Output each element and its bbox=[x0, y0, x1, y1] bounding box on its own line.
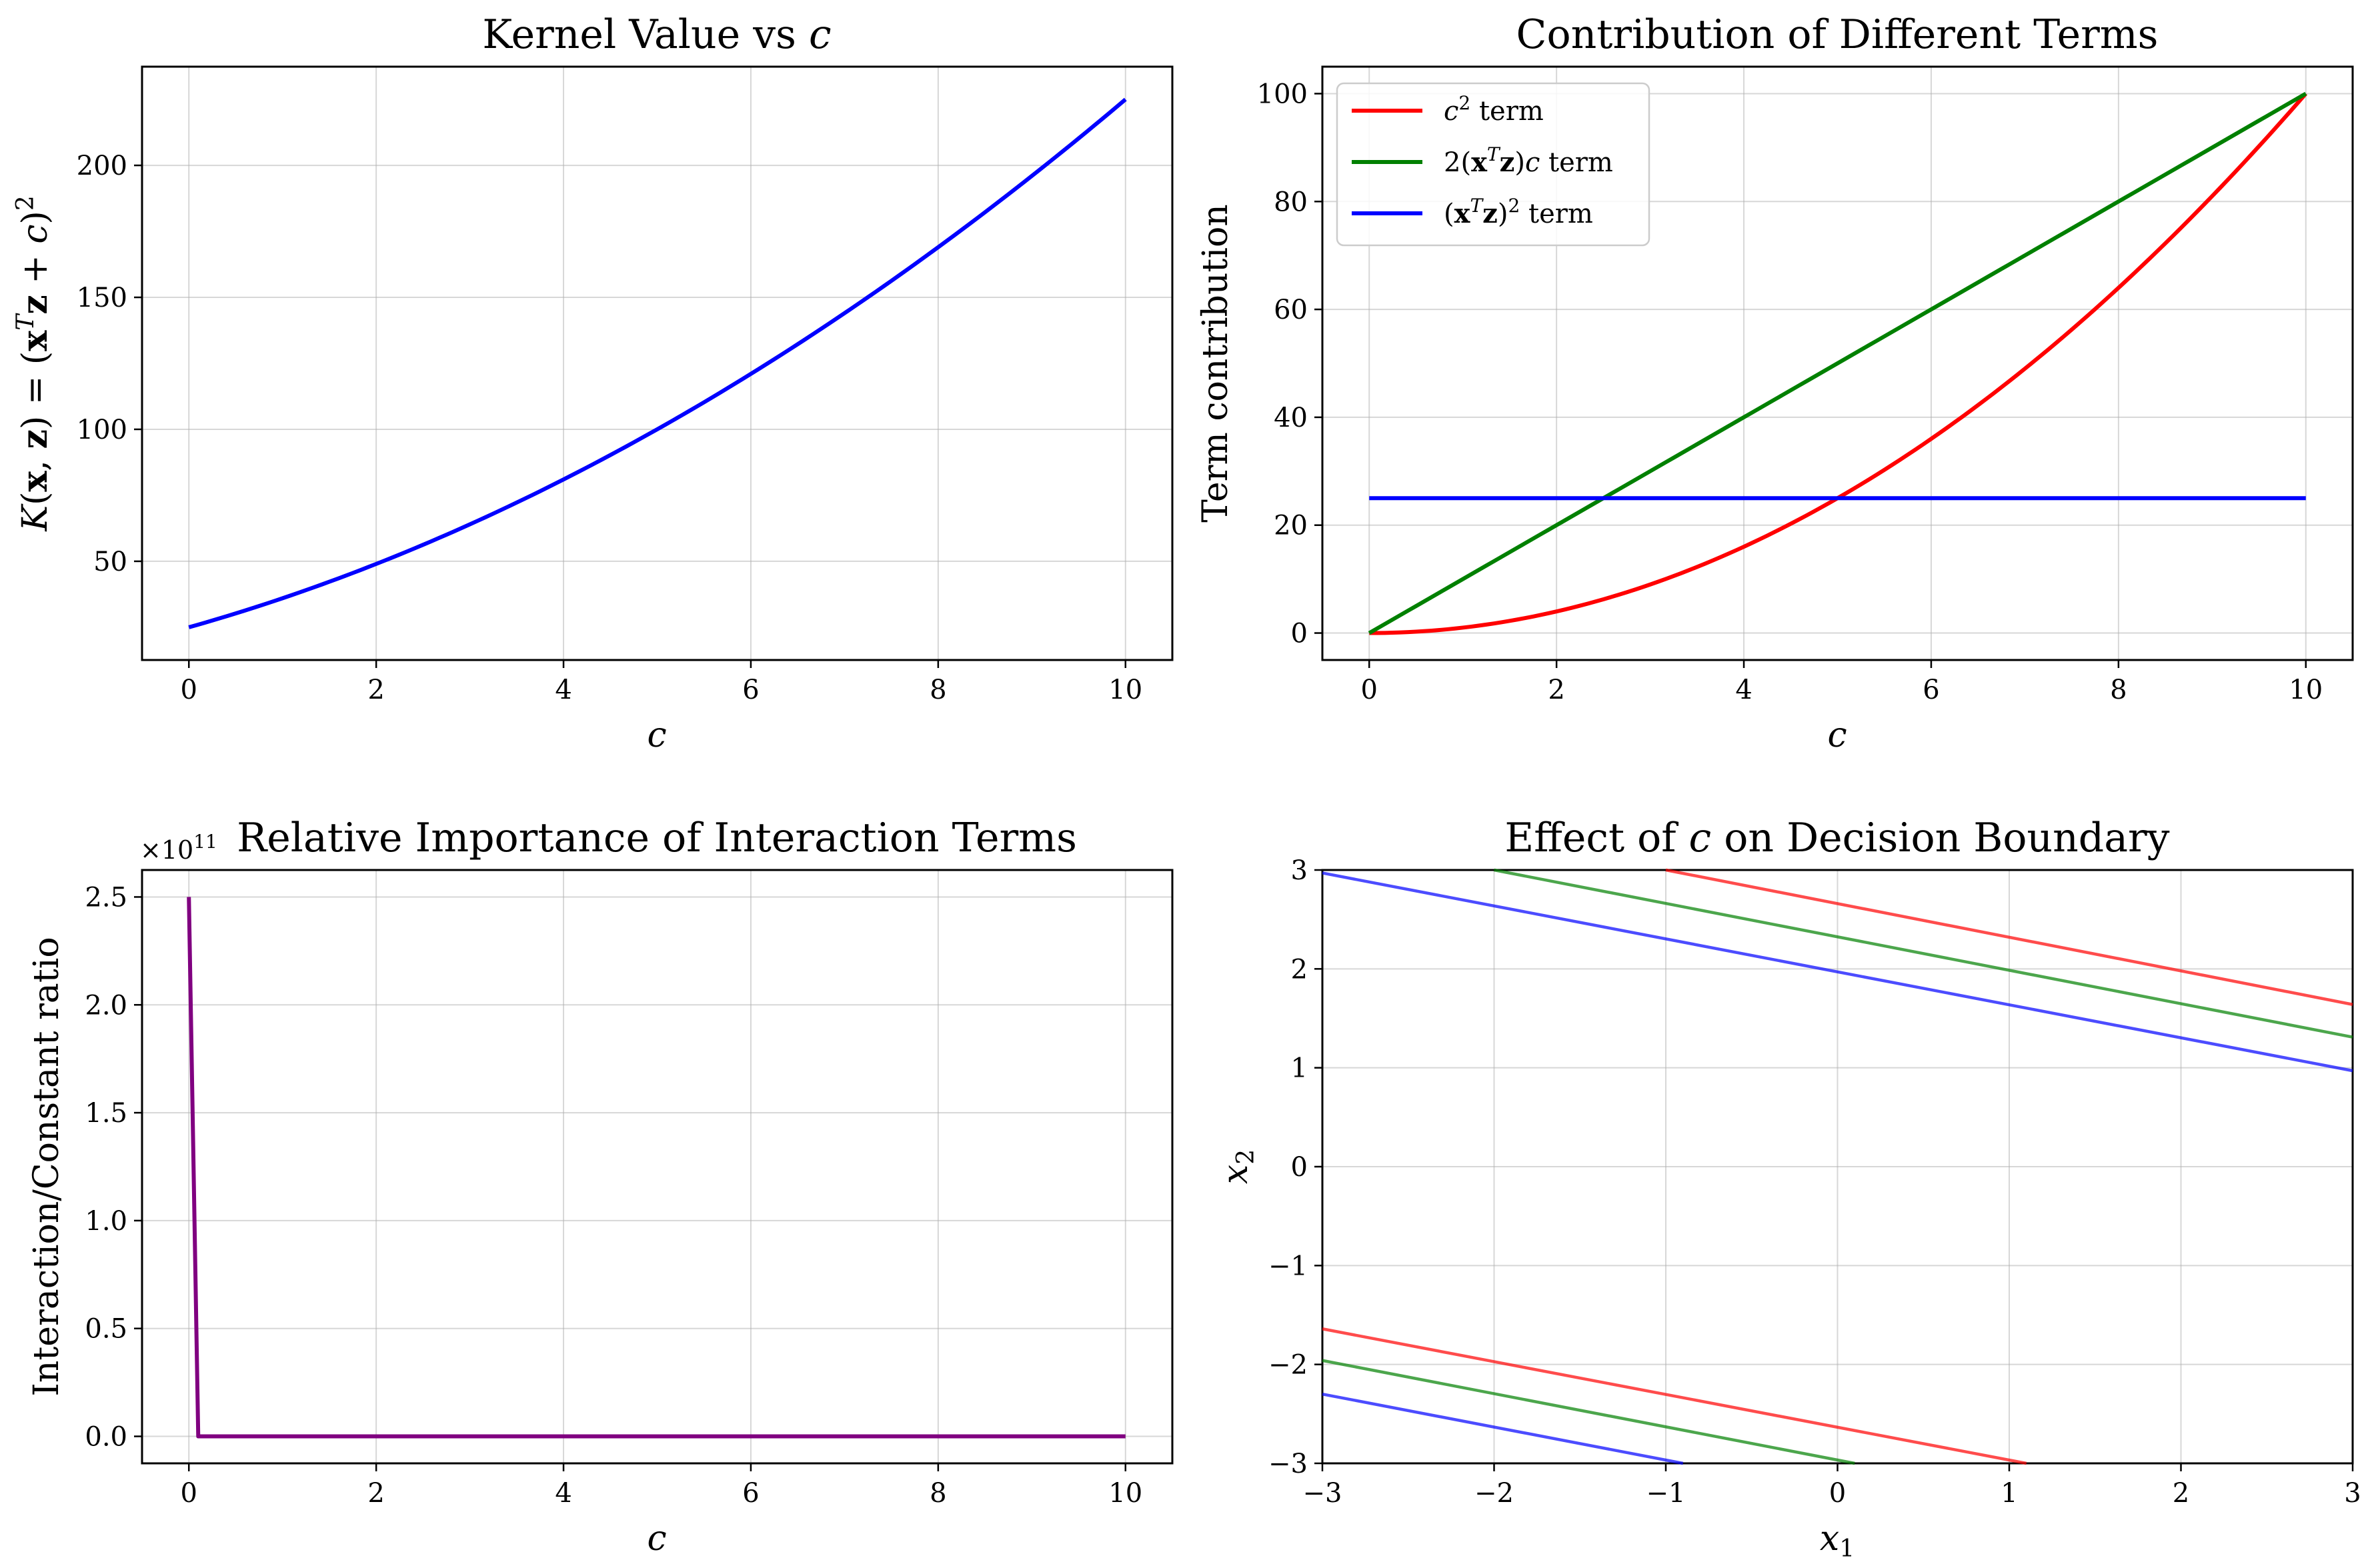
y-tick-label: 0.5 bbox=[85, 1314, 127, 1345]
axis-ticks: −3 −2 −1 0 1 2 3 −3 −2 −1 0 1 2 3 bbox=[1268, 855, 2361, 1509]
series-lines bbox=[187, 897, 1126, 1439]
series-line-1 bbox=[187, 897, 1126, 1439]
legend-label-c2: c2 term bbox=[1444, 92, 1544, 127]
legend-label-const: (xTz)2 term bbox=[1444, 195, 1593, 229]
y-tick-label: 2.0 bbox=[85, 990, 127, 1021]
plot-title: Relative Importance of Interaction Terms bbox=[237, 815, 1077, 861]
plot-frame bbox=[141, 869, 1174, 1465]
series-lines bbox=[1368, 91, 2308, 635]
x-tick-label: 8 bbox=[930, 1478, 946, 1509]
x-tick-label: 2 bbox=[367, 675, 384, 705]
legend-label-cross: 2(xTz)c term bbox=[1444, 143, 1613, 178]
legend: c2 term 2(xTz)c term (xTz)2 term bbox=[1336, 82, 1650, 247]
series-lines bbox=[188, 97, 1127, 629]
y-axis-label: x2 bbox=[1216, 1149, 1260, 1184]
y-tick-label: 80 bbox=[1274, 187, 1308, 217]
axis-ticks: 0 2 4 6 8 10 0.0 0.5 1.0 1.5 2.0 2.5 bbox=[85, 882, 1142, 1509]
x-tick-label: 0 bbox=[181, 675, 197, 705]
gridlines bbox=[1322, 869, 2353, 1464]
x-tick-label: 6 bbox=[1923, 675, 1939, 705]
series-line-2 bbox=[1322, 1327, 2027, 1465]
x-tick-label: 2 bbox=[1548, 675, 1564, 705]
axis-ticks: 0 2 4 6 8 10 50 100 150 200 bbox=[77, 151, 1143, 705]
x-tick-label: 0 bbox=[181, 1478, 197, 1509]
y-tick-label: 0.0 bbox=[85, 1422, 127, 1453]
y-tick-label: 50 bbox=[93, 547, 127, 577]
plot-title: Effect of c on Decision Boundary bbox=[1504, 815, 2169, 861]
plot-frame bbox=[1321, 65, 2354, 661]
kernel-value-plot: 0 2 4 6 8 10 50 100 150 200 Kernel Value vs c c K… bbox=[12, 11, 1174, 755]
legend-frame bbox=[1336, 82, 1650, 247]
x-tick-label: 6 bbox=[742, 1478, 759, 1509]
x-tick-label: 8 bbox=[2110, 675, 2127, 705]
y-tick-label: −1 bbox=[1268, 1251, 1308, 1281]
x-axis-label: c bbox=[647, 715, 666, 755]
y-tick-label: 200 bbox=[77, 151, 127, 181]
x-tick-label: 2 bbox=[367, 1478, 384, 1509]
x-tick-label: 10 bbox=[1108, 675, 1142, 705]
plot-title: Contribution of Different Terms bbox=[1516, 11, 2159, 58]
series-line-6 bbox=[1322, 1392, 1684, 1465]
decision-boundary-plot: −3 −2 −1 0 1 2 3 −3 −2 −1 0 1 2 3 Effect of c on Deci… bbox=[1216, 815, 2361, 1563]
x-tick-label: 0 bbox=[1361, 675, 1378, 705]
y-tick-label: 1.0 bbox=[85, 1206, 127, 1237]
y-tick-label: 100 bbox=[77, 415, 127, 445]
gridlines bbox=[142, 67, 1172, 660]
plot-title: Kernel Value vs c bbox=[482, 11, 831, 58]
y-axis-offset-text: ×1011 bbox=[140, 831, 217, 865]
series-line-2-x-z-c-term bbox=[1368, 91, 2307, 635]
x-tick-label: 10 bbox=[1108, 1478, 1142, 1509]
y-tick-label: 40 bbox=[1274, 403, 1308, 433]
y-tick-label: −2 bbox=[1268, 1350, 1308, 1381]
x-axis-label: x1 bbox=[1820, 1519, 1855, 1563]
y-tick-label: 150 bbox=[77, 283, 127, 313]
y-tick-label: −3 bbox=[1268, 1449, 1308, 1479]
series-line-3 bbox=[1494, 868, 2353, 1039]
x-tick-label: 3 bbox=[2344, 1478, 2361, 1509]
y-tick-label: 20 bbox=[1274, 511, 1308, 541]
relative-importance-plot: 0 2 4 6 8 10 0.0 0.5 1.0 1.5 2.0 2.5 Relative Impor… bbox=[27, 815, 1174, 1559]
y-tick-label: 0 bbox=[1291, 619, 1308, 649]
x-tick-label: 6 bbox=[742, 675, 759, 705]
x-tick-label: −2 bbox=[1474, 1478, 1514, 1509]
y-axis-label: Term contribution bbox=[1196, 204, 1236, 523]
plot-frame bbox=[141, 65, 1174, 661]
y-tick-label: 0 bbox=[1291, 1152, 1308, 1183]
x-tick-label: −1 bbox=[1646, 1478, 1686, 1509]
x-tick-label: 0 bbox=[1829, 1478, 1846, 1509]
y-tick-label: 100 bbox=[1257, 79, 1308, 109]
x-tick-label: 4 bbox=[1735, 675, 1752, 705]
series-line-5 bbox=[1322, 871, 2353, 1073]
y-axis-label: Interaction/Constant ratio bbox=[27, 937, 67, 1396]
y-tick-label: 2 bbox=[1291, 954, 1308, 985]
series-line-1 bbox=[1665, 868, 2353, 1006]
series-lines bbox=[1322, 868, 2353, 1465]
y-tick-label: 1.5 bbox=[85, 1098, 127, 1129]
x-tick-label: 8 bbox=[930, 675, 946, 705]
x-tick-label: 2 bbox=[2173, 1478, 2189, 1509]
x-tick-label: 10 bbox=[2289, 675, 2323, 705]
y-axis-label: K(x, z) = (xTz + c)2 bbox=[12, 195, 55, 532]
gridlines bbox=[142, 870, 1172, 1463]
x-tick-label: −3 bbox=[1303, 1478, 1342, 1509]
y-tick-label: 60 bbox=[1274, 295, 1308, 325]
x-tick-label: 4 bbox=[555, 1478, 571, 1509]
x-tick-label: 1 bbox=[2001, 1478, 2017, 1509]
series-line-1 bbox=[188, 97, 1127, 629]
x-axis-label: c bbox=[647, 1519, 666, 1559]
series-line-4 bbox=[1322, 1359, 1855, 1465]
y-tick-label: 1 bbox=[1291, 1053, 1308, 1084]
y-tick-label: 2.5 bbox=[85, 882, 127, 913]
x-axis-label: c bbox=[1827, 715, 1847, 755]
y-tick-label: 3 bbox=[1291, 855, 1308, 886]
x-tick-label: 4 bbox=[555, 675, 571, 705]
